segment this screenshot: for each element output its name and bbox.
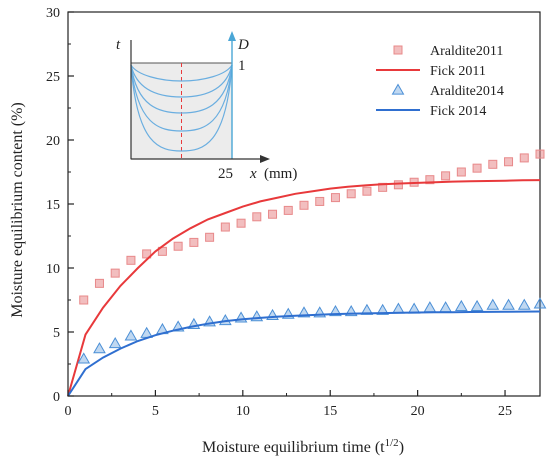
plot-layer bbox=[67, 149, 547, 397]
x-axis-title-sup: 1/2 bbox=[385, 437, 399, 449]
data-point-square bbox=[504, 157, 514, 167]
series-1 bbox=[67, 179, 541, 397]
x-tick-label: 20 bbox=[411, 404, 425, 419]
data-point-triangle bbox=[439, 301, 452, 313]
data-point-square bbox=[472, 163, 482, 173]
data-point-triangle bbox=[392, 302, 405, 314]
series-2 bbox=[77, 297, 547, 364]
data-point-triangle bbox=[470, 299, 484, 312]
data-point-square bbox=[362, 186, 372, 196]
y-axis-title: Moisture equilibrium content (%) bbox=[9, 102, 26, 318]
inset-x-arrowhead bbox=[260, 155, 270, 163]
data-point-square bbox=[252, 212, 262, 222]
data-point-square bbox=[205, 232, 215, 242]
data-point-square bbox=[126, 255, 136, 265]
data-point-square bbox=[79, 295, 89, 305]
data-point-square bbox=[441, 171, 451, 181]
data-point-triangle bbox=[376, 303, 390, 315]
data-point-square bbox=[236, 218, 246, 228]
inset-d-arrowhead bbox=[228, 31, 236, 41]
data-point-triangle bbox=[486, 298, 500, 310]
data-point-square bbox=[142, 249, 152, 259]
data-point-square bbox=[299, 200, 309, 210]
inset-profile-curve bbox=[130, 64, 233, 152]
data-point-triangle bbox=[93, 342, 106, 354]
data-point-square bbox=[488, 159, 498, 169]
data-point-triangle bbox=[423, 301, 437, 313]
x-axis-title-main: Moisture equilibrium time (t bbox=[202, 439, 385, 456]
y-tick-label: 0 bbox=[53, 390, 60, 405]
x-axis-title: Moisture equilibrium time (t1/2) bbox=[202, 437, 404, 456]
inset-x-end-label: 25 bbox=[218, 166, 233, 182]
legend-square-swatch bbox=[393, 45, 403, 55]
series-line bbox=[67, 310, 541, 397]
data-point-square bbox=[173, 241, 183, 251]
y-tick-label: 25 bbox=[46, 70, 60, 85]
data-point-triangle bbox=[502, 298, 515, 310]
legend-item: Araldite2014 bbox=[391, 83, 504, 99]
inset-x-label: x bbox=[249, 166, 257, 182]
data-point-square bbox=[283, 205, 293, 215]
x-tick-label: 25 bbox=[498, 404, 512, 419]
x-tick-label: 5 bbox=[152, 404, 159, 419]
data-point-square bbox=[346, 189, 356, 199]
data-point-triangle bbox=[454, 299, 468, 312]
series-0 bbox=[79, 149, 545, 305]
ticks-layer: 0 5 10 15 20 25 0 5 10 15 20 25 30 bbox=[46, 6, 512, 419]
legend-label: Araldite2014 bbox=[430, 84, 504, 99]
y-tick-label: 20 bbox=[46, 134, 60, 149]
inset-profile-curve bbox=[130, 64, 233, 98]
inset-x-unit: (mm) bbox=[264, 166, 297, 182]
inset-d-label: D bbox=[237, 37, 249, 53]
inset-profile-curve bbox=[130, 64, 233, 114]
data-point-square bbox=[189, 237, 199, 247]
data-point-square bbox=[94, 278, 104, 288]
inset-t-label: t bbox=[116, 37, 121, 53]
y-tick-label: 30 bbox=[46, 6, 60, 21]
y-tick-label: 5 bbox=[53, 326, 60, 341]
legend-item: Fick 2014 bbox=[376, 104, 486, 119]
legend: Araldite2011 Fick 2011 Araldite2014 Fick 20… bbox=[376, 44, 504, 119]
data-point-triangle bbox=[124, 329, 138, 341]
y-tick-label: 15 bbox=[46, 198, 60, 213]
legend-item: Araldite2011 bbox=[393, 44, 503, 59]
legend-label: Araldite2011 bbox=[430, 44, 503, 59]
legend-label: Fick 2011 bbox=[430, 64, 486, 79]
data-point-square bbox=[315, 196, 325, 206]
data-point-square bbox=[268, 209, 278, 219]
data-point-square bbox=[456, 167, 466, 177]
x-tick-label: 15 bbox=[323, 404, 337, 419]
data-point-triangle bbox=[77, 352, 91, 364]
y-tick-label: 10 bbox=[46, 262, 60, 277]
data-point-triangle bbox=[108, 337, 122, 349]
data-point-triangle bbox=[517, 298, 531, 310]
data-point-square bbox=[220, 222, 230, 232]
inset-diagram: t D 1 25 x (mm) bbox=[116, 31, 297, 182]
data-point-square bbox=[393, 180, 403, 190]
x-tick-label: 10 bbox=[236, 404, 250, 419]
data-point-square bbox=[330, 193, 340, 203]
data-point-square bbox=[535, 149, 545, 159]
series-3 bbox=[67, 310, 541, 397]
data-point-square bbox=[110, 268, 120, 278]
inset-profile-curve bbox=[130, 64, 233, 82]
data-point-square bbox=[425, 175, 435, 185]
legend-label: Fick 2014 bbox=[430, 104, 486, 119]
data-point-triangle bbox=[533, 297, 547, 309]
legend-triangle-swatch bbox=[391, 83, 405, 95]
x-tick-label: 0 bbox=[65, 404, 72, 419]
series-line bbox=[67, 179, 541, 397]
inset-one-label: 1 bbox=[238, 58, 246, 74]
x-axis-title-tail: ) bbox=[399, 439, 404, 456]
inset-profile-curve bbox=[130, 64, 233, 132]
legend-item: Fick 2011 bbox=[376, 64, 486, 79]
data-point-square bbox=[519, 153, 529, 163]
